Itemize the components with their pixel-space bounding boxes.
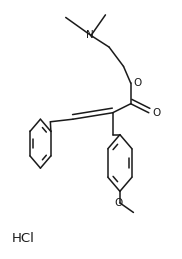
Text: O: O: [152, 108, 160, 118]
Text: O: O: [114, 198, 122, 208]
Text: O: O: [133, 78, 142, 88]
Text: N: N: [86, 31, 94, 40]
Text: HCl: HCl: [11, 233, 34, 246]
